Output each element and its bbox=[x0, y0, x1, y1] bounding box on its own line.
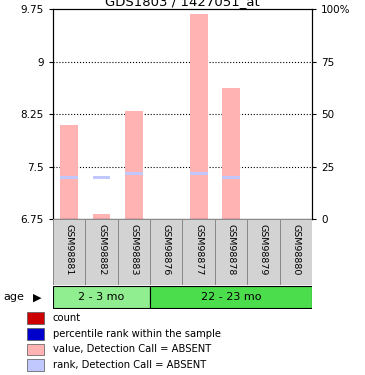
Bar bbox=[215, 219, 247, 285]
Text: GSM98881: GSM98881 bbox=[65, 224, 74, 275]
Bar bbox=[27, 359, 44, 371]
Bar bbox=[150, 219, 182, 285]
Text: GSM98883: GSM98883 bbox=[130, 224, 138, 276]
Text: GSM98876: GSM98876 bbox=[162, 224, 171, 275]
Bar bbox=[53, 219, 85, 285]
Bar bbox=[150, 286, 312, 308]
Bar bbox=[190, 172, 208, 175]
Bar bbox=[27, 312, 44, 324]
Bar bbox=[190, 14, 208, 219]
Bar bbox=[182, 219, 215, 285]
Text: rank, Detection Call = ABSENT: rank, Detection Call = ABSENT bbox=[53, 360, 206, 370]
Bar bbox=[280, 219, 312, 285]
Text: 2 - 3 mo: 2 - 3 mo bbox=[78, 292, 124, 302]
Text: age: age bbox=[4, 292, 24, 302]
Bar bbox=[222, 88, 240, 219]
Bar bbox=[118, 219, 150, 285]
Text: percentile rank within the sample: percentile rank within the sample bbox=[53, 328, 221, 339]
Text: ▶: ▶ bbox=[33, 292, 41, 302]
Bar bbox=[125, 172, 143, 175]
Text: value, Detection Call = ABSENT: value, Detection Call = ABSENT bbox=[53, 344, 211, 354]
Text: GSM98877: GSM98877 bbox=[194, 224, 203, 275]
Text: count: count bbox=[53, 313, 81, 323]
Bar bbox=[93, 176, 111, 179]
Bar bbox=[53, 286, 150, 308]
Text: GSM98879: GSM98879 bbox=[259, 224, 268, 275]
Bar bbox=[27, 328, 44, 340]
Bar bbox=[93, 214, 111, 219]
Bar bbox=[247, 219, 280, 285]
Bar bbox=[85, 219, 118, 285]
Title: GDS1803 / 1427051_at: GDS1803 / 1427051_at bbox=[105, 0, 260, 8]
Bar bbox=[222, 176, 240, 179]
Text: GSM98882: GSM98882 bbox=[97, 224, 106, 275]
Bar bbox=[60, 176, 78, 179]
Text: 22 - 23 mo: 22 - 23 mo bbox=[201, 292, 261, 302]
Bar bbox=[60, 125, 78, 219]
Bar bbox=[27, 344, 44, 355]
Text: GSM98880: GSM98880 bbox=[291, 224, 300, 275]
Text: GSM98878: GSM98878 bbox=[227, 224, 235, 275]
Bar bbox=[125, 111, 143, 219]
